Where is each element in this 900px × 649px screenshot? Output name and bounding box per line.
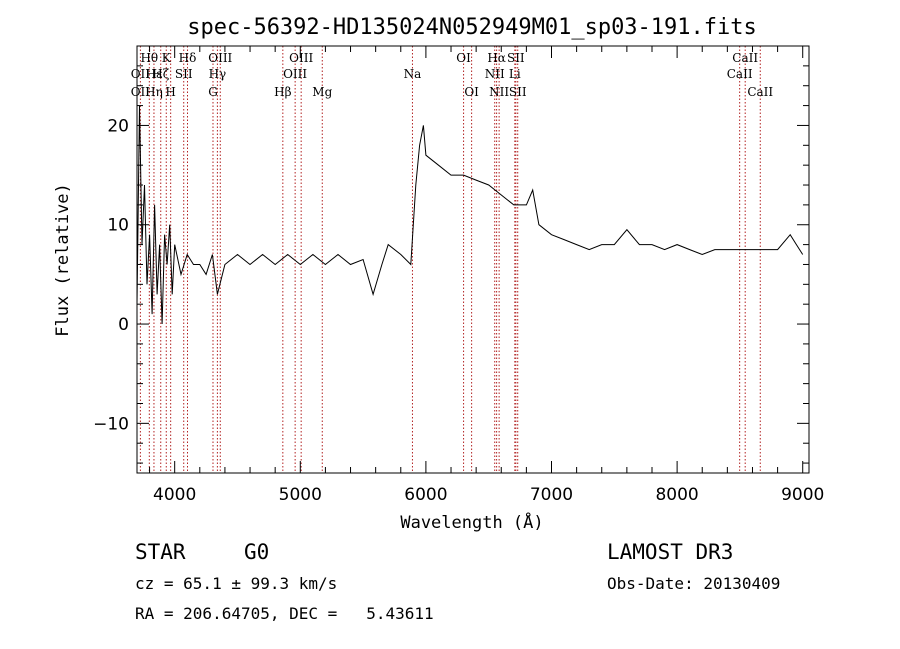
survey-label: LAMOST DR3 xyxy=(607,540,734,564)
y-tick-label: 0 xyxy=(118,315,129,335)
spectral-line-label: CaII xyxy=(732,51,758,65)
spectral-line-label: Hβ xyxy=(274,85,291,99)
spectral-line-label: OIII xyxy=(208,51,232,65)
spectral-line-label: G xyxy=(208,85,218,99)
redshift-label: cz = 65.1 ± 99.3 km/s xyxy=(135,574,338,593)
x-tick-label: 7000 xyxy=(530,485,573,505)
y-tick-label: 10 xyxy=(107,216,129,236)
spectral-line-label: OI xyxy=(464,85,479,99)
spectral-line-label: NII xyxy=(485,67,505,81)
x-axis-label: Wavelength (Å) xyxy=(400,511,543,533)
coords-label: RA = 206.64705, DEC = 5.43611 xyxy=(135,604,434,623)
spectral-line-label: OII xyxy=(131,67,151,81)
subclass-label: G0 xyxy=(244,540,270,564)
spectral-line-label: Hε xyxy=(146,67,163,81)
spectral-line-label: Hα xyxy=(487,51,506,65)
spectral-line-label: Li xyxy=(509,67,521,81)
spectral-line-label: Hθ xyxy=(140,51,158,65)
plot-frame xyxy=(136,45,810,474)
spectral-line-label: Hγ xyxy=(209,67,227,81)
class-label: STAR xyxy=(135,540,186,564)
spectral-line-label: OI xyxy=(456,51,471,65)
chart-title: spec-56392-HD135024N052949M01_sp03-191.f… xyxy=(187,15,757,40)
spectral-line-label: Mg xyxy=(312,85,332,99)
spectral-line-label: OII xyxy=(131,85,151,99)
y-tick-label: −10 xyxy=(93,414,129,434)
spectral-line-label: CaII xyxy=(727,67,753,81)
spectrum-series xyxy=(136,105,804,325)
spectral-line-label: SII xyxy=(175,67,193,81)
spectral-line-markers xyxy=(139,46,761,473)
spectral-line-label: OIII xyxy=(283,67,307,81)
obs-date-label: Obs-Date: 20130409 xyxy=(607,574,781,593)
spectral-line-label: SII xyxy=(507,51,525,65)
x-tick-label: 8000 xyxy=(655,485,698,505)
spectral-line-label: Hζ xyxy=(152,67,169,81)
spectral-line-label: Hδ xyxy=(179,51,197,65)
x-tick-label: 6000 xyxy=(404,485,447,505)
spectral-line-label: NII xyxy=(489,85,509,99)
spectral-line-label: SII xyxy=(509,85,527,99)
spectral-line-label: Na xyxy=(404,67,422,81)
y-axis-label: Flux (relative) xyxy=(53,183,73,337)
x-tick-label: 4000 xyxy=(153,485,196,505)
spectral-line-label: Hη xyxy=(145,85,163,99)
spectral-line-label: H xyxy=(165,85,175,99)
spectral-line-label: CaII xyxy=(747,85,773,99)
x-tick-label: 5000 xyxy=(279,485,322,505)
spectrum-line xyxy=(136,105,804,325)
x-tick-label: 9000 xyxy=(781,485,824,505)
spectral-line-label: K xyxy=(162,51,172,65)
axis-ticks: 4000 5000 6000 7000 8000 9000 −10 0 10 20 xyxy=(93,45,824,505)
spectral-line-label: OIII xyxy=(289,51,313,65)
y-tick-label: 20 xyxy=(107,116,129,136)
